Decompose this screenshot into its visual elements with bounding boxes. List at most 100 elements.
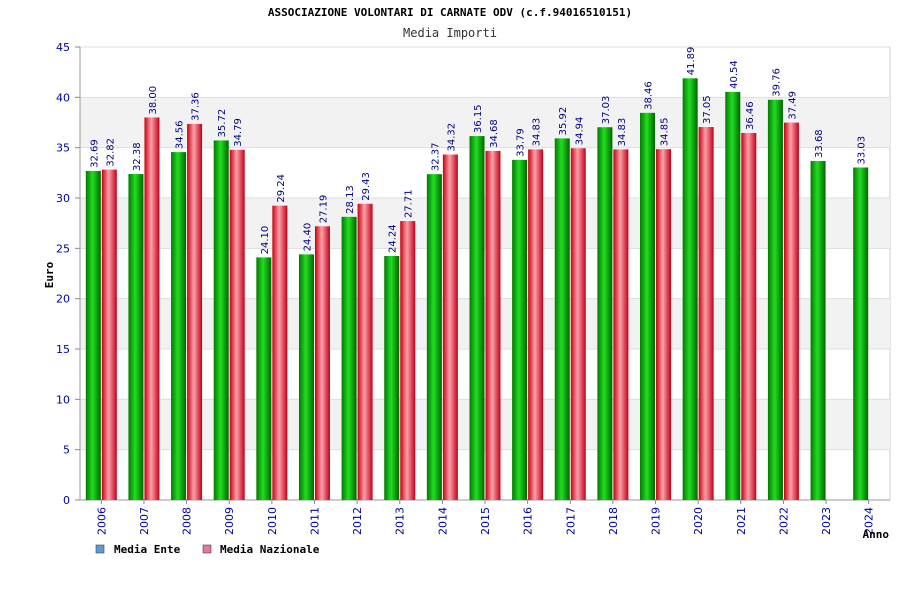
data-label-media-nazionale-2020: 37.05 — [702, 95, 713, 124]
x-tick-label-2024: 2024 — [863, 507, 876, 535]
x-tick-label-2015: 2015 — [479, 507, 492, 535]
x-tick-label-2007: 2007 — [138, 507, 151, 535]
bar-media-ente-2007 — [128, 174, 144, 501]
bar-media-ente-2010 — [256, 257, 272, 500]
bar-media-ente-2011 — [298, 254, 314, 500]
legend-swatch-media-nazionale — [202, 544, 212, 554]
x-tick-label-2013: 2013 — [394, 507, 407, 535]
data-label-media-nazionale-2007: 38.00 — [148, 86, 159, 115]
bar-media-ente-2014 — [426, 174, 442, 500]
bar-media-ente-2013 — [384, 255, 400, 500]
x-tick-label-2010: 2010 — [266, 507, 279, 535]
data-label-media-ente-2012: 28.13 — [345, 185, 356, 214]
x-tick-label-2022: 2022 — [777, 507, 790, 535]
y-axis-ticks: 0 5 10 15 20 25 30 35 40 45 — [56, 41, 70, 507]
bar-media-nazionale-2011 — [314, 226, 330, 500]
bar-media-ente-2006 — [85, 170, 101, 501]
bar-media-nazionale-2015 — [485, 150, 501, 500]
legend: Media Ente Media Nazionale — [95, 543, 320, 556]
x-tick-label-2020: 2020 — [692, 507, 705, 535]
x-tick-label-2011: 2011 — [308, 507, 321, 535]
bar-media-ente-2024 — [853, 167, 869, 501]
bar-media-nazionale-2008 — [187, 123, 203, 500]
data-label-media-nazionale-2017: 34.94 — [574, 117, 585, 146]
bar-media-nazionale-2013 — [400, 221, 416, 500]
bar-media-ente-2015 — [469, 136, 485, 500]
chart-title: ASSOCIAZIONE VOLONTARI DI CARNATE ODV (c… — [268, 6, 632, 19]
bar-media-nazionale-2007 — [144, 117, 160, 500]
bar-media-ente-2023 — [810, 160, 826, 501]
x-tick-label-2021: 2021 — [735, 507, 748, 535]
bar-media-ente-2012 — [341, 216, 357, 501]
bar-media-nazionale-2009 — [229, 149, 245, 500]
x-tick-label-2019: 2019 — [650, 507, 663, 535]
x-tick-label-2006: 2006 — [95, 507, 108, 535]
y-tick-label: 35 — [56, 142, 70, 155]
y-tick-label: 0 — [63, 494, 70, 507]
data-label-media-ente-2015: 36.15 — [473, 104, 484, 133]
data-label-media-ente-2011: 24.40 — [302, 223, 313, 252]
bar-media-nazionale-2016 — [528, 149, 544, 501]
bar-media-nazionale-2019 — [656, 149, 672, 500]
data-label-media-nazionale-2014: 34.32 — [446, 123, 457, 152]
data-label-media-ente-2021: 40.54 — [729, 60, 740, 89]
data-label-media-ente-2017: 35.92 — [558, 107, 569, 136]
data-label-media-nazionale-2019: 34.85 — [660, 118, 671, 147]
bar-media-ente-2021 — [725, 91, 741, 500]
data-label-media-ente-2014: 32.37 — [430, 143, 441, 172]
bar-media-nazionale-2010 — [272, 205, 288, 500]
legend-label-media-nazionale: Media Nazionale — [220, 543, 320, 556]
y-tick-label: 15 — [56, 343, 70, 356]
data-label-media-ente-2008: 34.56 — [175, 120, 186, 149]
data-label-media-nazionale-2013: 27.71 — [404, 189, 415, 218]
y-tick-label: 45 — [56, 41, 70, 54]
x-axis-label: Anno — [863, 528, 890, 541]
data-label-media-ente-2010: 24.10 — [260, 226, 271, 255]
bar-media-ente-2009 — [213, 140, 229, 500]
y-tick-label: 10 — [56, 393, 70, 406]
bar-media-nazionale-2017 — [570, 148, 586, 500]
data-label-media-ente-2016: 33.79 — [516, 128, 527, 157]
data-label-media-ente-2009: 35.72 — [217, 109, 228, 138]
bar-media-nazionale-2022 — [783, 122, 799, 500]
data-label-media-nazionale-2022: 37.49 — [787, 91, 798, 120]
bar-media-nazionale-2006 — [101, 169, 117, 500]
data-label-media-nazionale-2009: 34.79 — [233, 118, 244, 147]
bar-media-ente-2018 — [597, 127, 613, 501]
data-label-media-ente-2019: 38.46 — [644, 81, 655, 110]
bar-media-nazionale-2020 — [698, 127, 714, 500]
x-tick-label-2016: 2016 — [522, 507, 535, 535]
data-label-media-nazionale-2015: 34.68 — [489, 119, 500, 148]
legend-swatch-media-ente — [95, 544, 105, 554]
data-labels-layer: 32.69 32.82 32.38 38.00 34.56 37.36 35.72 34.79… — [89, 47, 867, 255]
bar-media-ente-2008 — [171, 152, 187, 500]
bars-layer — [85, 78, 869, 501]
y-tick-label: 30 — [56, 192, 70, 205]
data-label-media-nazionale-2012: 29.43 — [361, 172, 372, 201]
chart-subtitle: Media Importi — [403, 26, 497, 40]
legend-label-media-ente: Media Ente — [114, 543, 181, 556]
data-label-media-nazionale-2021: 36.46 — [745, 101, 756, 130]
x-tick-label-2018: 2018 — [607, 507, 620, 535]
data-label-media-nazionale-2016: 34.83 — [532, 118, 543, 147]
y-tick-label: 40 — [56, 91, 70, 104]
data-label-media-ente-2013: 24.24 — [388, 224, 399, 253]
data-label-media-ente-2022: 39.76 — [771, 68, 782, 97]
data-label-media-nazionale-2008: 37.36 — [191, 92, 202, 121]
data-label-media-ente-2018: 37.03 — [601, 96, 612, 125]
data-label-media-ente-2024: 33.03 — [857, 136, 868, 165]
y-tick-label: 5 — [63, 444, 70, 457]
bar-media-ente-2019 — [640, 112, 656, 500]
data-label-media-nazionale-2011: 27.19 — [318, 195, 329, 224]
bar-media-ente-2022 — [767, 99, 783, 501]
x-tick-label-2014: 2014 — [436, 507, 449, 535]
x-tick-label-2023: 2023 — [820, 507, 833, 535]
x-tick-label-2008: 2008 — [181, 507, 194, 535]
bar-media-nazionale-2018 — [613, 149, 629, 501]
bar-media-ente-2020 — [682, 78, 698, 500]
data-label-media-nazionale-2010: 29.24 — [276, 174, 287, 203]
data-label-media-nazionale-2006: 32.82 — [105, 138, 116, 167]
x-axis-ticks: 2006 2007 2008 2009 2010 2011 2012 2013 2014 2015… — [95, 500, 876, 535]
data-label-media-ente-2007: 32.38 — [132, 142, 143, 171]
y-tick-label: 20 — [56, 293, 70, 306]
